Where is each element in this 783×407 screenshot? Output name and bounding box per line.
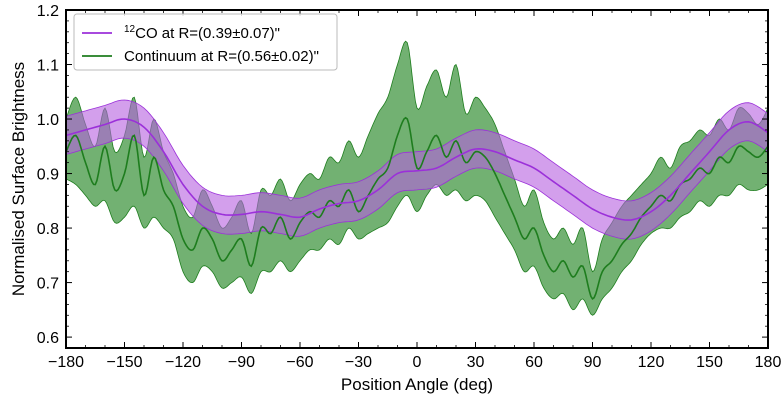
x-tick-label: 180 (755, 354, 782, 371)
x-tick-label: 60 (525, 354, 543, 371)
uncertainty-bands (65, 40, 769, 316)
y-tick-label: 1.2 (37, 3, 59, 20)
legend-label-co-superscript: 12 (124, 24, 136, 35)
y-tick-label: 1.1 (37, 58, 59, 75)
x-tick-label: −30 (345, 354, 372, 371)
legend: 12CO at R=(0.39±0.07)" Continuum at R=(0… (73, 13, 338, 71)
x-axis-label: Position Angle (deg) (341, 375, 493, 394)
x-tick-label: 30 (467, 354, 485, 371)
axes: −180 −150 −120 −90 −60 −30 0 30 60 90 120 150 180 0.6… (37, 3, 782, 371)
y-tick-label: 1.0 (37, 112, 59, 129)
y-axis-label: Normalised Surface Brightness (9, 62, 28, 296)
legend-label-co: 12CO at R=(0.39±0.07)" (124, 24, 280, 42)
legend-label-continuum: Continuum at R=(0.56±0.02)" (124, 48, 319, 65)
x-tick-label: −60 (286, 354, 313, 371)
series-lines (65, 116, 769, 301)
x-tick-label: −90 (228, 354, 255, 371)
x-tick-label: 150 (696, 354, 723, 371)
y-tick-label: 0.9 (37, 167, 59, 184)
x-tick-label: −120 (165, 354, 201, 371)
y-tick-label: 0.6 (37, 330, 59, 347)
x-tick-label: 120 (638, 354, 665, 371)
x-tick-label: −180 (48, 354, 84, 371)
legend-box (73, 13, 338, 71)
continuum-series-line (65, 116, 769, 301)
co-series-line (65, 118, 769, 221)
legend-label-co-text: CO at R=(0.39±0.07)" (135, 25, 280, 42)
plot-frame (65, 9, 769, 349)
x-tick-label: −150 (106, 354, 142, 371)
x-tick-label: 0 (413, 354, 422, 371)
x-tick-label: 90 (584, 354, 602, 371)
y-tick-label: 0.8 (37, 221, 59, 238)
y-tick-label: 0.7 (37, 276, 59, 293)
